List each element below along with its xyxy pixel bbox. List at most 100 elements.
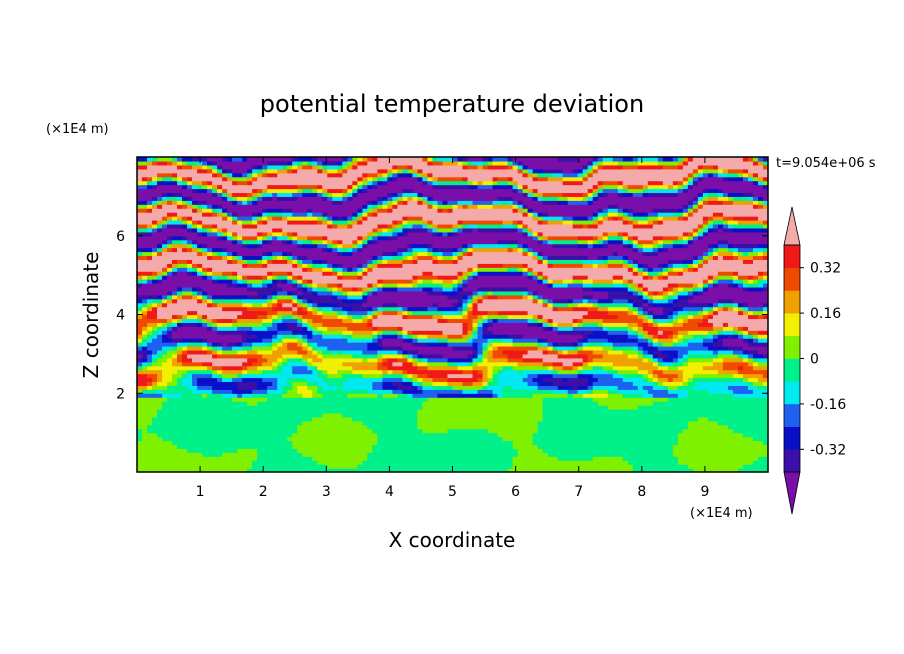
contour-cell: [137, 302, 143, 308]
contour-cell: [377, 164, 383, 170]
contour-cell: [237, 342, 243, 347]
contour-cell: [232, 310, 238, 316]
contour-cell: [202, 318, 208, 323]
contour-cell: [217, 196, 223, 201]
contour-cell: [162, 239, 168, 245]
contour-cell: [237, 326, 243, 331]
contour-cell: [282, 227, 288, 233]
contour-cell: [367, 452, 373, 457]
contour-cell: [347, 204, 353, 209]
contour-cell: [367, 160, 373, 166]
contour-cell: [157, 298, 163, 304]
contour-cell: [382, 204, 388, 209]
contour-cell: [182, 401, 188, 406]
contour-cell: [347, 322, 353, 327]
contour-cell: [142, 302, 148, 308]
contour-cell: [332, 302, 338, 308]
contour-cell: [232, 440, 238, 446]
contour-cell: [242, 369, 248, 375]
contour-cell: [307, 220, 313, 225]
contour-cell: [422, 267, 429, 272]
contour-cell: [297, 349, 303, 355]
contour-cell: [262, 302, 268, 308]
contour-cell: [137, 263, 143, 268]
contour-cell: [282, 377, 288, 383]
contour-cell: [382, 460, 388, 465]
contour-cell: [352, 416, 358, 422]
contour-cell: [177, 302, 183, 308]
contour-cell: [442, 436, 449, 442]
contour-cell: [237, 227, 243, 233]
contour-cell: [397, 412, 404, 418]
contour-cell: [437, 353, 444, 359]
contour-cell: [382, 283, 388, 288]
contour-cell: [402, 302, 409, 308]
contour-cell: [292, 456, 298, 461]
contour-cell: [242, 330, 248, 335]
contour-cell: [427, 420, 434, 426]
contour-cell: [162, 259, 168, 264]
contour-cell: [302, 164, 308, 170]
contour-cell: [197, 298, 203, 304]
contour-cell: [427, 397, 434, 402]
contour-cell: [332, 460, 338, 465]
contour-cell: [227, 231, 233, 237]
contour-cell: [447, 444, 454, 449]
contour-cell: [307, 239, 313, 245]
contour-cell: [187, 279, 193, 284]
contour-cell: [212, 405, 218, 410]
contour-cell: [402, 310, 409, 316]
contour-cell: [227, 247, 233, 253]
contour-cell: [337, 160, 343, 166]
contour-cell: [152, 397, 158, 402]
contour-cell: [362, 164, 368, 170]
contour-cell: [352, 389, 358, 394]
contour-cell: [182, 440, 188, 446]
contour-cell: [227, 381, 233, 386]
contour-cell: [347, 180, 353, 186]
contour-cell: [392, 468, 399, 472]
contour-cell: [212, 326, 218, 331]
contour-cell: [407, 314, 414, 320]
contour-cell: [242, 357, 248, 363]
contour-cell: [437, 357, 444, 363]
contour-cell: [407, 200, 414, 205]
contour-cell: [197, 247, 203, 253]
contour-cell: [342, 235, 348, 241]
contour-cell: [187, 353, 193, 359]
contour-cell: [392, 227, 399, 233]
contour-cell: [362, 196, 368, 201]
contour-cell: [157, 275, 163, 280]
contour-cell: [137, 192, 143, 197]
contour-cell: [242, 290, 248, 296]
contour-cell: [282, 164, 288, 170]
contour-cell: [172, 334, 178, 339]
contour-cell: [392, 176, 399, 182]
contour-cell: [157, 405, 163, 410]
contour-cell: [382, 259, 388, 264]
contour-cell: [252, 290, 258, 296]
contour-cell: [437, 346, 444, 351]
contour-cell: [142, 255, 148, 260]
contour-cell: [242, 468, 248, 472]
contour-cell: [227, 460, 233, 465]
contour-cell: [347, 176, 353, 182]
contour-cell: [317, 412, 323, 418]
contour-cell: [222, 444, 228, 449]
contour-cell: [292, 255, 298, 260]
contour-cell: [262, 460, 268, 465]
contour-cell: [357, 184, 363, 190]
contour-cell: [317, 188, 323, 194]
contour-cell: [387, 456, 394, 461]
contour-cell: [177, 456, 183, 461]
contour-cell: [232, 227, 238, 233]
contour-cell: [222, 196, 228, 201]
contour-cell: [242, 420, 248, 426]
contour-cell: [392, 279, 399, 284]
contour-cell: [232, 338, 238, 343]
contour-cell: [322, 456, 328, 461]
contour-cell: [427, 464, 434, 469]
contour-cell: [362, 377, 368, 383]
contour-cell: [162, 160, 168, 166]
contour-cell: [437, 310, 444, 316]
